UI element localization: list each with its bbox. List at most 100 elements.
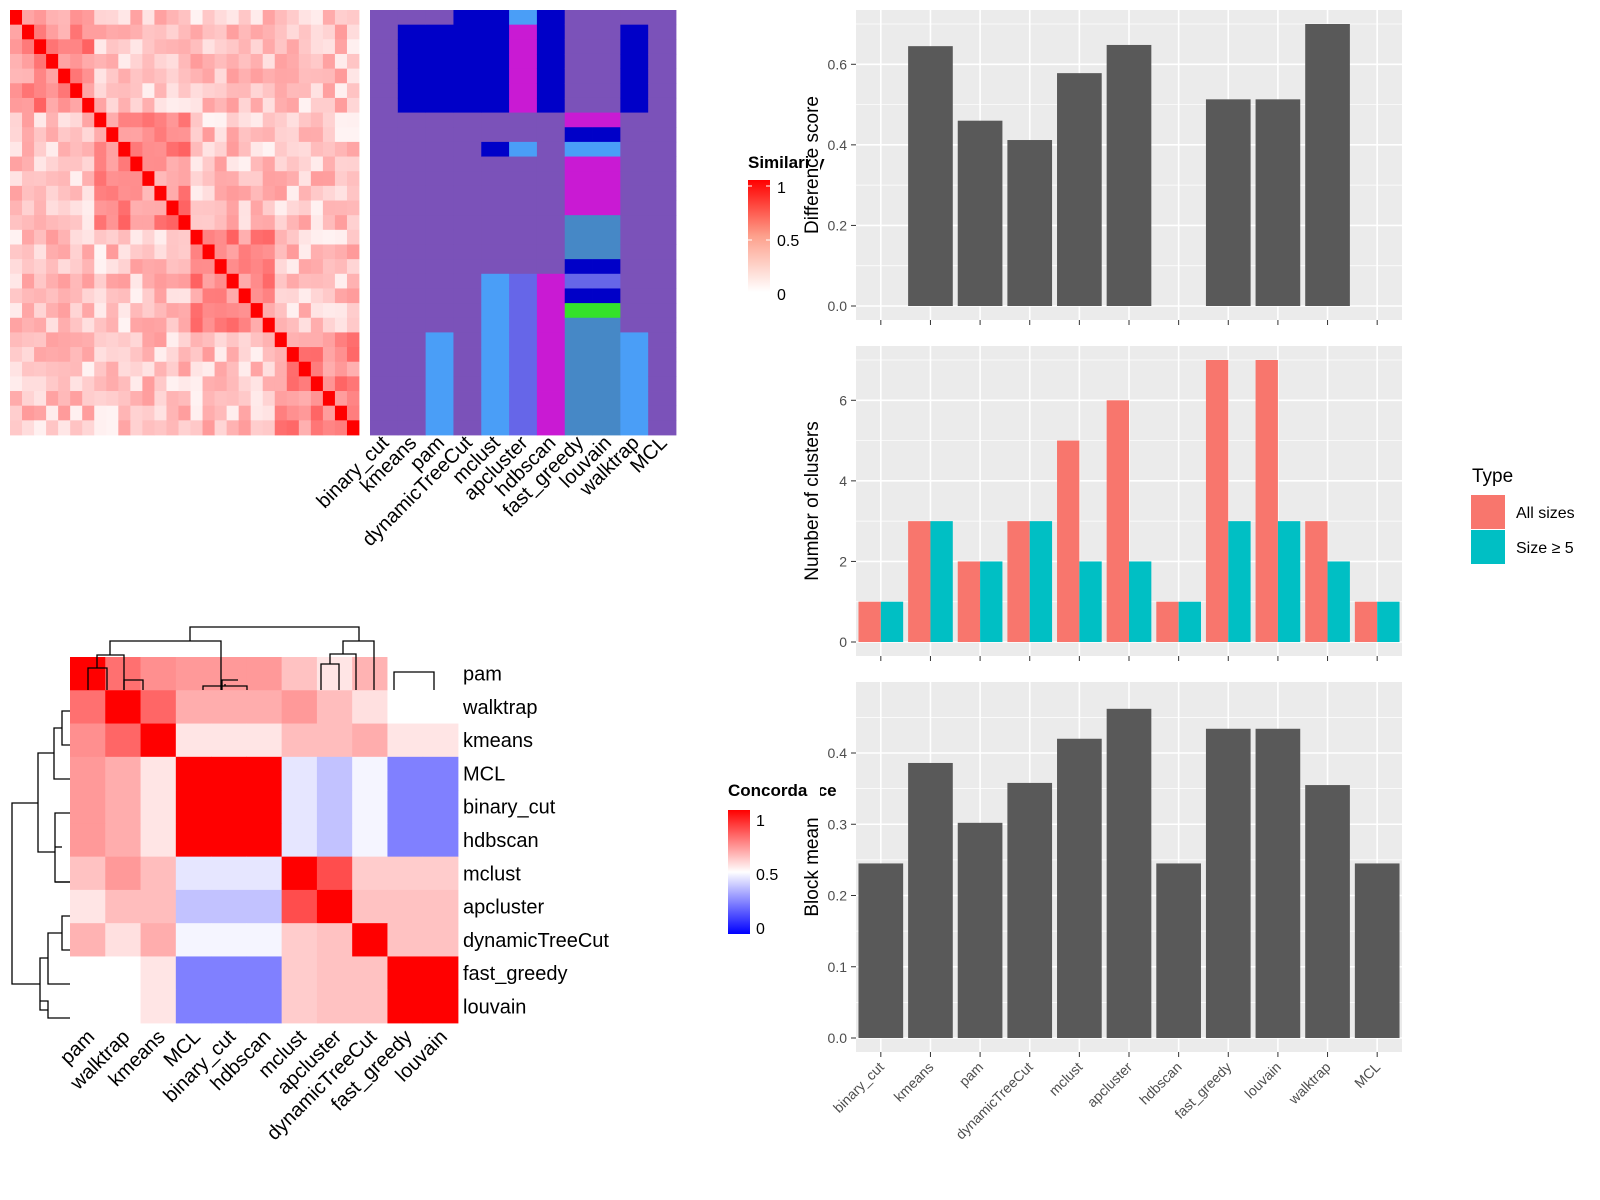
concordance-cell: [246, 956, 283, 991]
similarity-cell: [130, 10, 143, 26]
similarity-cell: [334, 317, 348, 333]
cluster-cell: [397, 112, 427, 128]
similarity-cell: [274, 288, 288, 304]
concordance-row-label: MCL: [463, 764, 505, 786]
concordance-cell: [352, 823, 388, 858]
similarity-cell: [166, 273, 179, 289]
similarity-cell: [94, 376, 107, 392]
cluster-cell: [648, 215, 677, 231]
similarity-cell: [250, 10, 264, 26]
similarity-cell: [202, 405, 215, 421]
similarity-cell: [70, 97, 83, 113]
similarity-cell: [10, 127, 23, 143]
similarity-cell: [334, 288, 348, 304]
cluster-cell: [536, 317, 566, 333]
cluster-cell: [397, 171, 427, 187]
similarity-cell: [22, 112, 35, 128]
similarity-cell: [286, 53, 300, 70]
cluster-cell: [425, 347, 454, 363]
cluster-cell: [370, 24, 399, 40]
similarity-cell: [118, 376, 131, 392]
similarity-cell: [334, 156, 348, 172]
cluster-cell: [648, 39, 677, 55]
similarity-cell: [202, 303, 215, 319]
similarity-cell: [226, 185, 240, 201]
similarity-cell: [226, 288, 240, 304]
similarity-cell: [250, 332, 264, 348]
similarity-cell: [322, 273, 336, 289]
similarity-cell: [226, 97, 240, 113]
similarity-cell: [226, 376, 240, 392]
similarity-cell: [10, 68, 23, 84]
similarity-cell: [106, 303, 119, 319]
bar: [908, 521, 931, 642]
concordance-cell: [352, 856, 388, 891]
cluster-cell: [425, 68, 454, 84]
similarity-cell: [334, 303, 348, 319]
similarity-cell: [310, 215, 324, 231]
similarity-cell: [70, 376, 83, 392]
cluster-cell: [509, 215, 538, 231]
similarity-cell: [130, 288, 143, 304]
cluster-cell: [370, 420, 399, 436]
cluster-cell: [397, 303, 427, 319]
cluster-cell: [370, 83, 399, 99]
similarity-cell: [142, 317, 155, 333]
similarity-cell: [118, 317, 131, 333]
similarity-cell: [274, 171, 288, 187]
similarity-cell: [262, 112, 276, 128]
cluster-cell: [564, 97, 593, 113]
cluster-cell: [370, 10, 399, 26]
similarity-cell: [70, 347, 83, 363]
similarity-cell: [178, 112, 191, 128]
similarity-cell: [106, 141, 119, 157]
cluster-cell: [425, 97, 454, 113]
similarity-cell: [238, 332, 252, 348]
similarity-cell: [334, 361, 348, 377]
cluster-cell: [481, 259, 510, 275]
similarity-cell: [178, 391, 191, 407]
similarity-cell: [298, 229, 312, 245]
cluster-cell: [536, 288, 566, 304]
similarity-cell: [58, 156, 71, 172]
cluster-cell: [481, 39, 510, 55]
y-tick-label: 0.4: [828, 745, 848, 761]
similarity-cell: [94, 332, 107, 348]
similarity-cell: [58, 273, 71, 289]
similarity-cell: [286, 391, 300, 407]
similarity-cell: [46, 68, 59, 84]
similarity-cell: [286, 317, 300, 333]
cluster-cell: [453, 405, 482, 421]
x-tick-label: louvain: [1241, 1059, 1284, 1102]
concordance-cell: [422, 889, 459, 924]
cluster-cell: [509, 332, 538, 348]
similarity-cell: [142, 39, 155, 55]
similarity-cell: [322, 391, 336, 407]
cluster-cell: [592, 215, 621, 231]
similarity-cell: [226, 171, 240, 187]
concordance-cell: [316, 856, 353, 891]
similarity-cell: [130, 332, 143, 348]
similarity-cell: [214, 259, 228, 275]
similarity-cell: [334, 185, 348, 201]
concordance-cell: [140, 690, 177, 724]
similarity-cell: [334, 405, 348, 421]
concordance-cell: [246, 823, 283, 858]
cluster-cell: [481, 347, 510, 363]
similarity-cell: [322, 332, 336, 348]
similarity-cell: [322, 347, 336, 363]
similarity-cell: [322, 39, 336, 55]
similarity-cell: [106, 317, 119, 333]
similarity-cell: [106, 229, 119, 245]
similarity-cell: [22, 10, 35, 26]
concordance-cell: [175, 690, 212, 724]
similarity-cell: [154, 97, 167, 113]
cluster-cell: [509, 391, 538, 407]
concordance-row-label: walktrap: [462, 697, 537, 719]
x-tick-label: kmeans: [891, 1059, 937, 1105]
similarity-cell: [94, 347, 107, 363]
similarity-cell: [106, 347, 119, 363]
similarity-cell: [202, 259, 215, 275]
similarity-cell: [202, 185, 215, 201]
bar: [858, 863, 904, 1038]
